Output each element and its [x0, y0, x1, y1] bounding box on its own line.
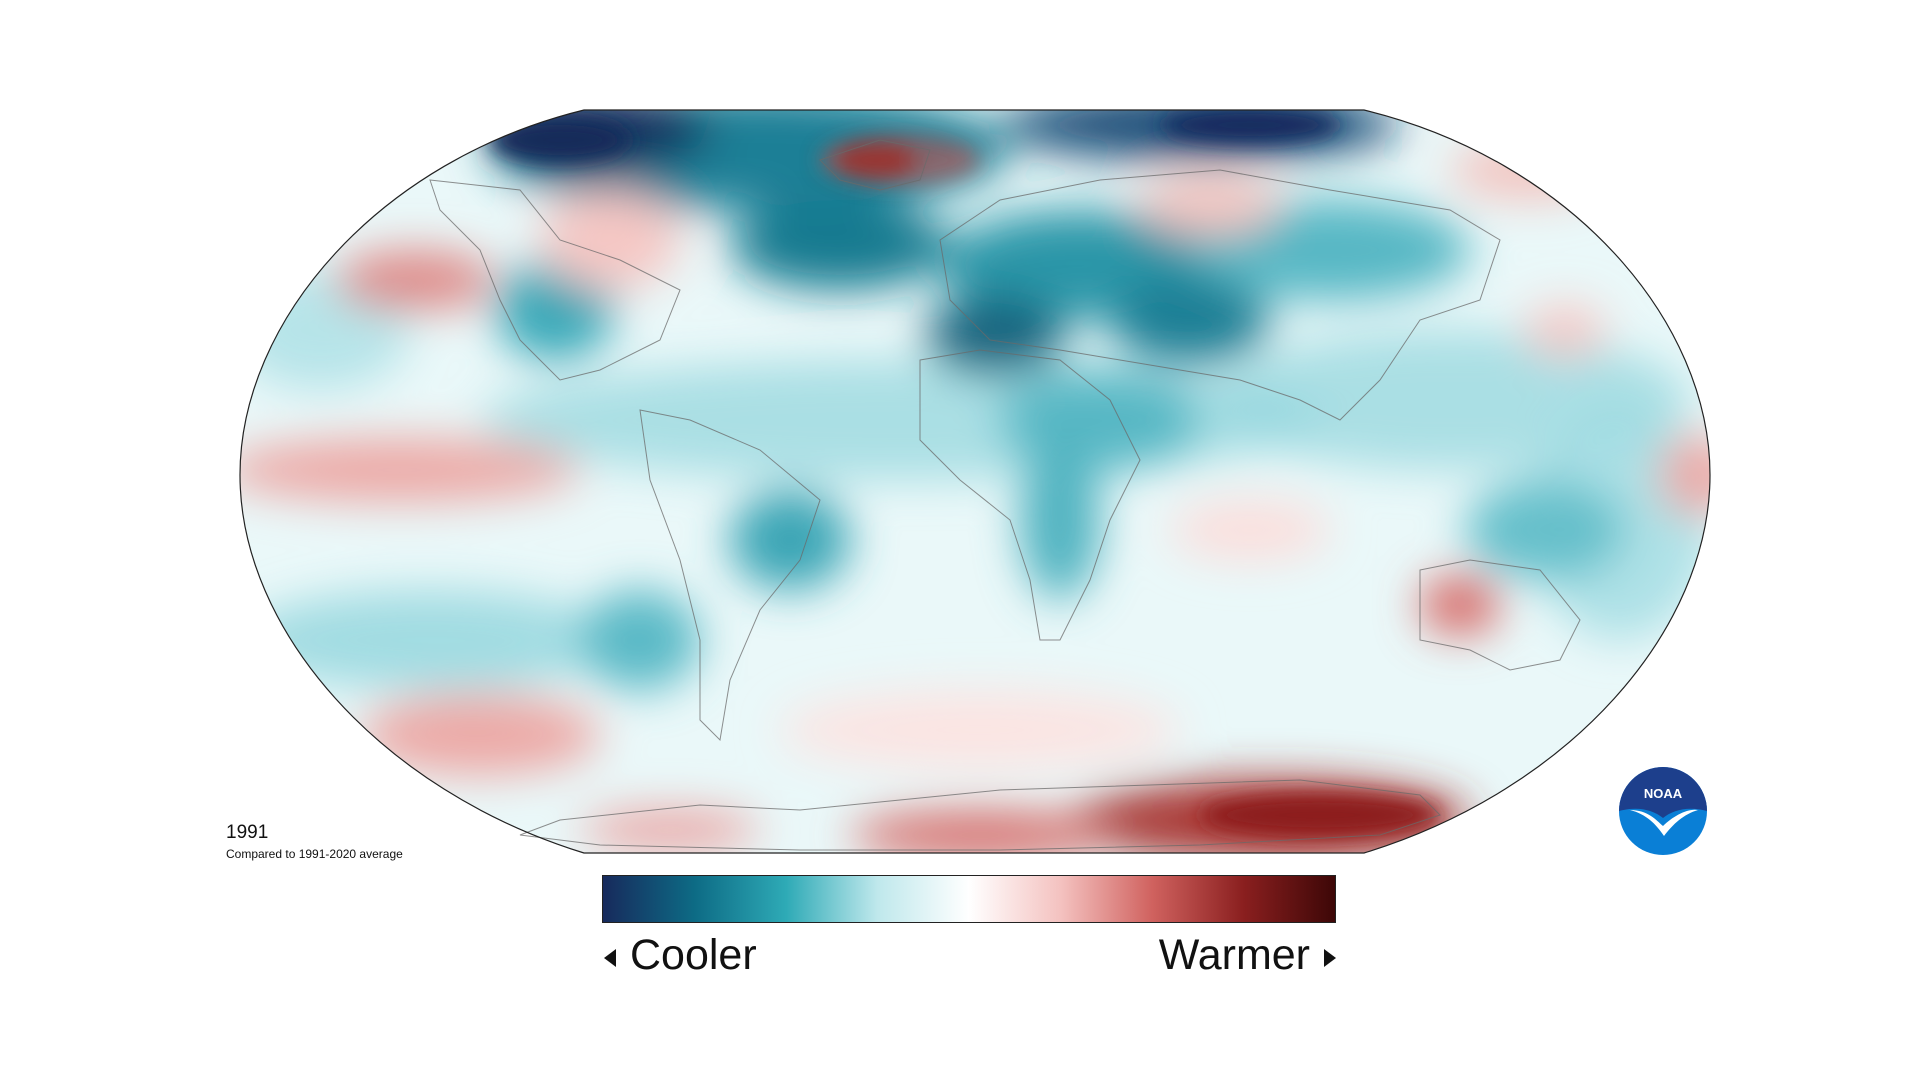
globe-outline [239, 109, 1711, 854]
cooler-label: Cooler [604, 930, 757, 980]
noaa-logo: NOAA [1618, 766, 1708, 856]
warmer-label: Warmer [1159, 930, 1336, 980]
anomaly-field [240, 110, 1710, 853]
logo-top [1619, 767, 1707, 818]
cooler-text: Cooler [630, 931, 757, 979]
year-label: 1991 [226, 822, 269, 843]
noaa-logo-icon: NOAA [1619, 767, 1707, 855]
logo-bird [1630, 809, 1698, 836]
left-arrow-icon [604, 948, 616, 967]
logo-text: NOAA [1644, 786, 1683, 801]
warmer-text: Warmer [1158, 931, 1310, 979]
coastlines [429, 139, 1581, 851]
right-arrow-icon [1324, 948, 1336, 967]
color-scale-bar [602, 875, 1336, 923]
baseline-label: Compared to 1991-2020 average [226, 847, 403, 861]
